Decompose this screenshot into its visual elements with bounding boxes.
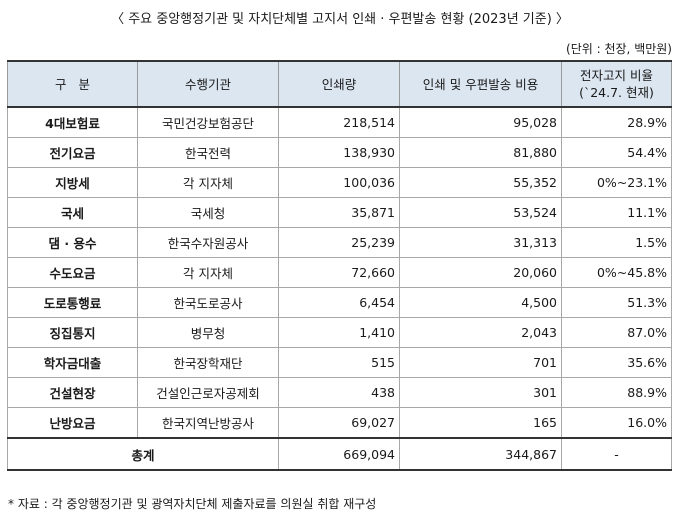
total-row: 총계 669,094 344,867 -: [7, 437, 672, 471]
total-ratio: -: [561, 437, 672, 471]
table-row: 댐 · 용수 한국수자원공사 25,239 31,313 1.5%: [7, 227, 672, 258]
row-cost: 31,313: [399, 227, 562, 258]
header-row: 구 분 수행기관 인쇄량 인쇄 및 우편발송 비용 전자고지 비율 (`24.7…: [7, 60, 672, 108]
row-category: 4대보험료: [7, 106, 138, 138]
row-volume: 72,660: [278, 257, 400, 288]
row-ratio: 87.0%: [561, 317, 672, 348]
unit-note: (단위 : 천장, 백만원): [566, 42, 672, 56]
table-title: 〈 주요 중앙행정기관 및 자치단체별 고지서 인쇄 · 우편발송 현황 (20…: [111, 12, 569, 27]
row-ratio: 51.3%: [561, 287, 672, 318]
row-agency: 한국전력: [137, 137, 279, 168]
table-row: 징집통지 병무청 1,410 2,043 87.0%: [7, 317, 672, 348]
notice-print-mailing-table: 구 분 수행기관 인쇄량 인쇄 및 우편발송 비용 전자고지 비율 (`24.7…: [7, 60, 672, 471]
row-category: 전기요금: [7, 137, 138, 168]
row-agency: 한국장학재단: [137, 347, 279, 378]
row-ratio: 35.6%: [561, 347, 672, 378]
table-row: 난방요금 한국지역난방공사 69,027 165 16.0%: [7, 407, 672, 439]
row-category: 지방세: [7, 167, 138, 198]
row-agency: 각 지자체: [137, 167, 279, 198]
row-agency: 국세청: [137, 197, 279, 228]
header-e-notice-ratio: 전자고지 비율 (`24.7. 현재): [561, 60, 672, 108]
row-agency: 한국도로공사: [137, 287, 279, 318]
table-row: 지방세 각 지자체 100,036 55,352 0%~23.1%: [7, 167, 672, 198]
row-category: 건설현장: [7, 377, 138, 408]
row-cost: 301: [399, 377, 562, 408]
row-category: 도로통행료: [7, 287, 138, 318]
row-agency: 각 지자체: [137, 257, 279, 288]
row-cost: 701: [399, 347, 562, 378]
header-agency: 수행기관: [137, 60, 279, 108]
row-category: 수도요금: [7, 257, 138, 288]
row-volume: 138,930: [278, 137, 400, 168]
row-cost: 165: [399, 407, 562, 439]
row-category: 댐 · 용수: [7, 227, 138, 258]
row-agency: 국민건강보험공단: [137, 106, 279, 138]
row-cost: 53,524: [399, 197, 562, 228]
table-row: 도로통행료 한국도로공사 6,454 4,500 51.3%: [7, 287, 672, 318]
row-category: 난방요금: [7, 407, 138, 439]
row-volume: 25,239: [278, 227, 400, 258]
table-row: 학자금대출 한국장학재단 515 701 35.6%: [7, 347, 672, 378]
row-ratio: 0%~45.8%: [561, 257, 672, 288]
row-cost: 55,352: [399, 167, 562, 198]
row-cost: 4,500: [399, 287, 562, 318]
row-agency: 한국지역난방공사: [137, 407, 279, 439]
table-row: 국세 국세청 35,871 53,524 11.1%: [7, 197, 672, 228]
row-category: 국세: [7, 197, 138, 228]
row-ratio: 88.9%: [561, 377, 672, 408]
row-agency: 한국수자원공사: [137, 227, 279, 258]
header-ratio-line2: (`24.7. 현재): [579, 85, 654, 100]
header-ratio-line1: 전자고지 비율: [580, 68, 653, 83]
row-cost: 95,028: [399, 106, 562, 138]
row-volume: 69,027: [278, 407, 400, 439]
header-print-volume: 인쇄량: [278, 60, 400, 108]
table-row: 전기요금 한국전력 138,930 81,880 54.4%: [7, 137, 672, 168]
source-note: * 자료 : 각 중앙행정기관 및 광역자치단체 제출자료를 의원실 취합 재구…: [8, 497, 377, 511]
row-volume: 515: [278, 347, 400, 378]
row-volume: 218,514: [278, 106, 400, 138]
row-ratio: 1.5%: [561, 227, 672, 258]
row-cost: 2,043: [399, 317, 562, 348]
total-label: 총계: [7, 437, 279, 471]
row-ratio: 16.0%: [561, 407, 672, 439]
row-cost: 81,880: [399, 137, 562, 168]
table-row: 4대보험료 국민건강보험공단 218,514 95,028 28.9%: [7, 106, 672, 138]
row-volume: 100,036: [278, 167, 400, 198]
row-volume: 6,454: [278, 287, 400, 318]
row-volume: 1,410: [278, 317, 400, 348]
row-agency: 병무청: [137, 317, 279, 348]
row-cost: 20,060: [399, 257, 562, 288]
header-category: 구 분: [7, 60, 138, 108]
table-row: 수도요금 각 지자체 72,660 20,060 0%~45.8%: [7, 257, 672, 288]
row-category: 징집통지: [7, 317, 138, 348]
row-volume: 35,871: [278, 197, 400, 228]
row-ratio: 11.1%: [561, 197, 672, 228]
total-cost: 344,867: [399, 437, 562, 471]
row-ratio: 28.9%: [561, 106, 672, 138]
row-ratio: 0%~23.1%: [561, 167, 672, 198]
row-agency: 건설인근로자공제회: [137, 377, 279, 408]
row-ratio: 54.4%: [561, 137, 672, 168]
header-cost: 인쇄 및 우편발송 비용: [399, 60, 562, 108]
row-category: 학자금대출: [7, 347, 138, 378]
table-row: 건설현장 건설인근로자공제회 438 301 88.9%: [7, 377, 672, 408]
row-volume: 438: [278, 377, 400, 408]
total-volume: 669,094: [278, 437, 400, 471]
